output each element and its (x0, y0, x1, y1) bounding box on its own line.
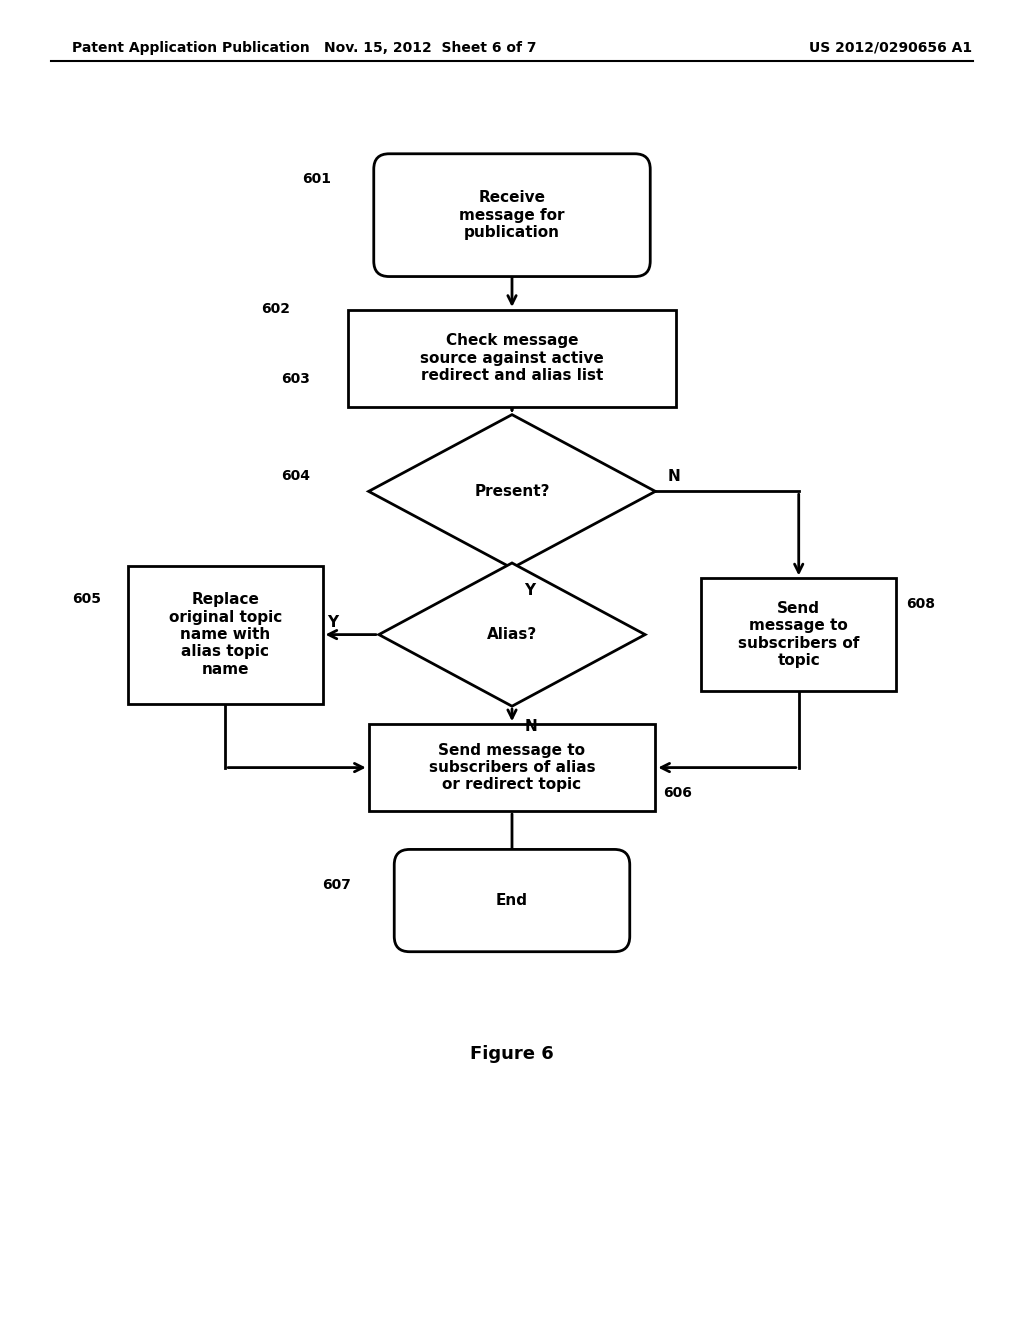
Text: 606: 606 (664, 787, 692, 800)
Text: Send message to
subscribers of alias
or redirect topic: Send message to subscribers of alias or … (429, 743, 595, 792)
Text: 605: 605 (72, 591, 100, 606)
Text: Y: Y (327, 615, 338, 630)
Text: Present?: Present? (474, 484, 550, 499)
FancyBboxPatch shape (374, 153, 650, 276)
Bar (128, 565, 323, 704)
Text: Check message
source against active
redirect and alias list: Check message source against active redi… (420, 334, 604, 383)
Polygon shape (379, 562, 645, 706)
FancyBboxPatch shape (394, 850, 630, 952)
Polygon shape (369, 414, 655, 568)
Text: End: End (496, 894, 528, 908)
Text: Figure 6: Figure 6 (470, 1045, 554, 1063)
Text: 603: 603 (282, 372, 310, 385)
Text: Nov. 15, 2012  Sheet 6 of 7: Nov. 15, 2012 Sheet 6 of 7 (324, 41, 537, 54)
Text: N: N (524, 719, 537, 734)
Bar (701, 578, 896, 690)
Text: 601: 601 (302, 173, 331, 186)
Text: Send
message to
subscribers of
topic: Send message to subscribers of topic (738, 601, 859, 668)
Text: US 2012/0290656 A1: US 2012/0290656 A1 (809, 41, 973, 54)
Text: Replace
original topic
name with
alias topic
name: Replace original topic name with alias t… (169, 593, 282, 677)
Text: 604: 604 (282, 469, 310, 483)
Bar (369, 725, 655, 810)
Text: Y: Y (524, 583, 536, 598)
Text: 608: 608 (906, 597, 935, 611)
Text: 602: 602 (261, 302, 290, 317)
Text: Receive
message for
publication: Receive message for publication (459, 190, 565, 240)
Text: Patent Application Publication: Patent Application Publication (72, 41, 309, 54)
Bar (348, 310, 676, 407)
Text: Alias?: Alias? (486, 627, 538, 642)
Text: 607: 607 (323, 878, 351, 892)
Text: N: N (668, 469, 680, 483)
